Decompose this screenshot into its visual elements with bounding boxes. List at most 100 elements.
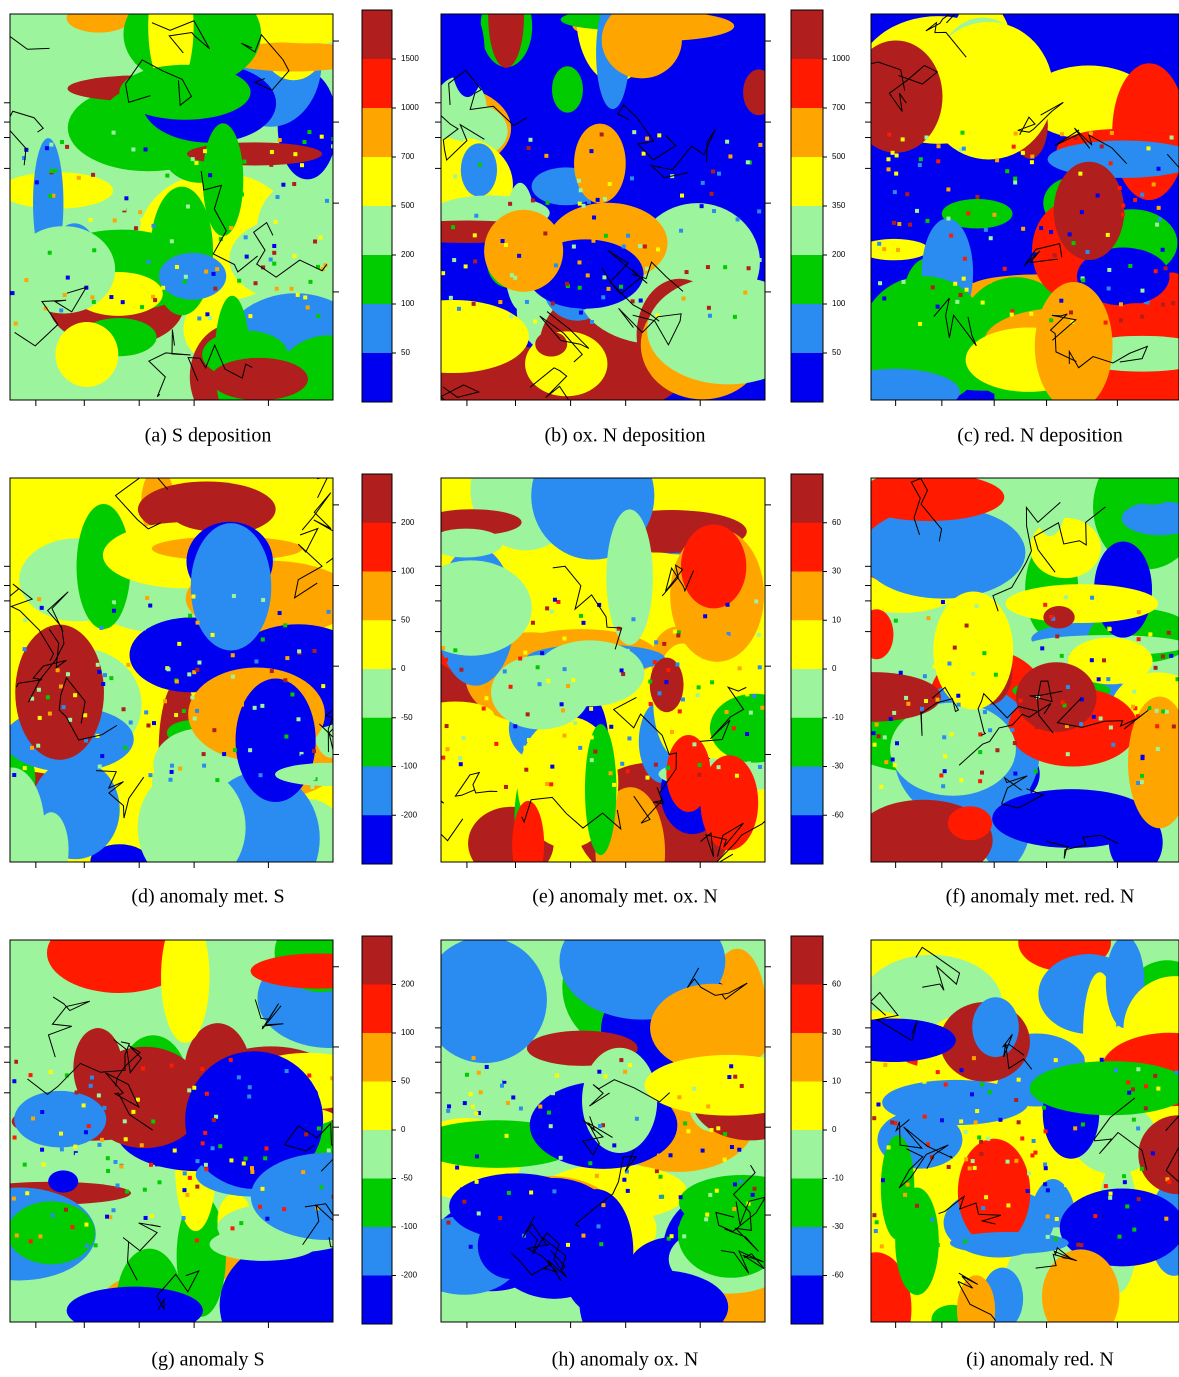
colorbar-label: 500 (832, 152, 846, 161)
map-cell (1140, 774, 1144, 778)
map-cell (317, 1126, 321, 1130)
map-cell (552, 1189, 556, 1193)
colorbar-band (362, 157, 392, 207)
map-cell (1137, 610, 1141, 614)
map-cell (141, 283, 145, 287)
map-cell (886, 157, 890, 161)
map-region (829, 1018, 956, 1062)
map-cell (73, 693, 77, 697)
map-cell (626, 1189, 630, 1193)
map-cell (734, 279, 738, 283)
map-cell (887, 167, 891, 171)
map-cell (936, 144, 940, 148)
map-cell (141, 1067, 145, 1071)
colorbar-band (791, 815, 823, 864)
map-cell (212, 272, 216, 276)
map-cell (538, 682, 542, 686)
map-cell (147, 1230, 151, 1234)
map-region (159, 253, 226, 300)
map-cell (892, 711, 896, 715)
map-cell (1006, 1160, 1010, 1164)
map-cell (692, 742, 696, 746)
map-cell (1003, 267, 1007, 271)
map-cell (36, 744, 40, 748)
map-cell (453, 174, 457, 178)
map-cell (173, 1149, 177, 1153)
map (0, 0, 399, 460)
map-cell (1013, 741, 1017, 745)
colorbar-label: 500 (401, 201, 415, 210)
map-cell (957, 703, 961, 707)
colorbar-label: 100 (401, 299, 415, 308)
map-cell (150, 206, 154, 210)
map-region (933, 592, 1013, 710)
map-cell (1136, 1126, 1140, 1130)
colorbar-band (362, 523, 392, 572)
border-line (329, 1231, 360, 1255)
map-cell (237, 1075, 241, 1079)
colorbar-band (791, 572, 823, 621)
map-cell (100, 1138, 104, 1142)
map-cell (692, 761, 696, 765)
map-cell (446, 1221, 450, 1225)
map-cell (1130, 279, 1134, 283)
map-cell (1049, 318, 1053, 322)
map-cell (579, 188, 583, 192)
map-cell (664, 680, 668, 684)
colorbar-band (791, 474, 823, 523)
map-cell (205, 312, 209, 316)
map-cell (961, 612, 965, 616)
map-cell (501, 239, 505, 243)
map-cell (701, 1149, 705, 1153)
map-cell (936, 1243, 940, 1247)
map-cell (608, 182, 612, 186)
map-cell (1081, 1122, 1085, 1126)
map-cell (758, 765, 762, 769)
map-cell (169, 750, 173, 754)
map-cell (1107, 286, 1111, 290)
map-cell (204, 1167, 208, 1171)
map-cell (168, 778, 172, 782)
map-cell (511, 1095, 515, 1099)
map-cell (946, 605, 950, 609)
map-cell (979, 1152, 983, 1156)
map-cell (711, 169, 715, 173)
map-cell (308, 280, 312, 284)
map-cell (296, 293, 300, 297)
colorbar-label: 50 (832, 348, 841, 357)
colorbar-label: 0 (832, 664, 837, 673)
map-cell (622, 245, 626, 249)
map-cell (965, 624, 969, 628)
map-cell (122, 207, 126, 211)
map-cell (42, 1163, 46, 1167)
map-cell (971, 1159, 975, 1163)
map-cell (531, 621, 535, 625)
map-cell (1131, 1087, 1135, 1091)
map-cell (873, 1067, 877, 1071)
map-cell (946, 187, 950, 191)
map-cell (163, 699, 167, 703)
map-cell (222, 752, 226, 756)
map-cell (275, 287, 279, 291)
map-cell (751, 1088, 755, 1092)
map-cell (589, 707, 593, 711)
map-cell (225, 252, 229, 256)
colorbar-band (791, 936, 823, 985)
map-cell (175, 679, 179, 683)
map-cell (899, 671, 903, 675)
map-cell (979, 1140, 983, 1144)
colorbar-band (362, 206, 392, 256)
map-cell (513, 724, 517, 728)
map-cell (568, 142, 572, 146)
map-cell (208, 316, 212, 320)
map-cell (191, 595, 195, 599)
map-cell (670, 730, 674, 734)
map-cell (67, 1083, 71, 1087)
map-cell (200, 1067, 204, 1071)
map-cell (620, 668, 624, 672)
map-cell (619, 285, 623, 289)
map-cell (258, 1205, 262, 1209)
map-cell (562, 734, 566, 738)
map-cell (923, 1115, 927, 1119)
colorbar-label: 0 (401, 664, 406, 673)
